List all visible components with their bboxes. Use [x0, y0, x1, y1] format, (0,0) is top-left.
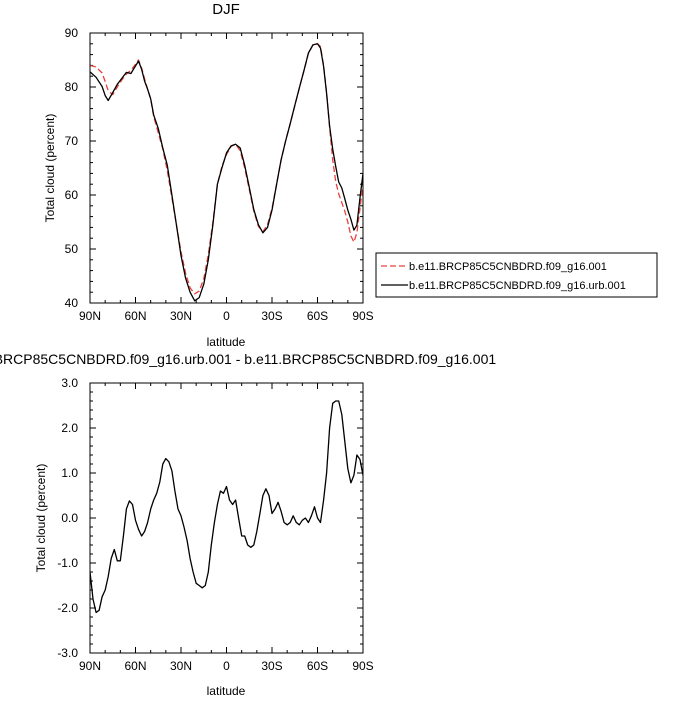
legend-label-series-1: b.e11.BRCP85C5CNBDRD.f09_g16.001: [409, 261, 607, 273]
top-x-tick-label: 0: [223, 309, 230, 323]
bottom-y-axis-label: Total cloud (percent): [34, 464, 48, 573]
legend-label-series-2: b.e11.BRCP85C5CNBDRD.f09_g16.urb.001: [409, 280, 626, 292]
bottom-y-tick-label: 0.0: [61, 511, 78, 525]
legend: b.e11.BRCP85C5CNBDRD.f09_g16.001 b.e11.B…: [375, 252, 658, 298]
top-panel: DJF 90N 60N 30N 0 30S 60S 90S 40 50 60 70 80 90 lati…: [43, 1, 658, 349]
legend-box: [375, 252, 658, 298]
top-x-tick-label: 30S: [261, 309, 282, 323]
bottom-x-tick-label: 30N: [170, 659, 192, 673]
bottom-y-tick-label: -2.0: [57, 601, 78, 615]
top-x-tick-label: 60N: [124, 309, 146, 323]
bottom-y-tick-label: -3.0: [57, 646, 78, 660]
top-series-line-2: [90, 43, 363, 302]
top-y-tick-label: 70: [65, 134, 79, 148]
top-series-line-1: [90, 43, 363, 295]
top-chart-title: DJF: [212, 1, 240, 18]
bottom-y-tick-label: 2.0: [61, 421, 78, 435]
top-ticks: 90N 60N 30N 0 30S 60S 90S 40 50 60 70 80 90: [65, 26, 374, 323]
top-y-tick-label: 50: [65, 242, 79, 256]
top-y-tick-label: 80: [65, 80, 79, 94]
top-x-tick-label: 60S: [307, 309, 328, 323]
top-y-tick-label: 40: [65, 296, 79, 310]
bottom-panel: b.e11.BRCP85C5CNBDRD.f09_g16.urb.001 - b…: [0, 351, 496, 698]
bottom-x-tick-label: 0: [223, 659, 230, 673]
bottom-y-tick-label: -1.0: [57, 556, 78, 570]
top-series-group: [90, 43, 363, 302]
top-x-tick-label: 90N: [79, 309, 101, 323]
bottom-series-line-1: [90, 400, 363, 614]
bottom-x-tick-label: 60N: [124, 659, 146, 673]
top-x-tick-label: 30N: [170, 309, 192, 323]
bottom-x-tick-label: 90N: [79, 659, 101, 673]
top-plot-frame: [89, 32, 364, 304]
bottom-x-tick-label: 60S: [307, 659, 328, 673]
bottom-chart-title: b.e11.BRCP85C5CNBDRD.f09_g16.urb.001 - b…: [0, 351, 496, 367]
bottom-series-group: [90, 400, 363, 614]
top-y-axis-label: Total cloud (percent): [43, 114, 57, 223]
bottom-ticks: 90N 60N 30N 0 30S 60S 90S -3.0 -2.0 -1.0 0.0 1.0 2.0…: [57, 376, 373, 673]
top-x-tick-label: 90S: [352, 309, 373, 323]
bottom-x-tick-label: 90S: [352, 659, 373, 673]
bottom-y-tick-label: 1.0: [61, 466, 78, 480]
bottom-y-tick-label: 3.0: [61, 376, 78, 390]
top-x-axis-label: latitude: [207, 335, 246, 349]
top-y-tick-label: 60: [65, 188, 79, 202]
bottom-x-axis-label: latitude: [207, 684, 246, 698]
bottom-x-tick-label: 30S: [261, 659, 282, 673]
top-y-tick-label: 90: [65, 26, 79, 40]
bottom-plot-frame: [89, 382, 364, 654]
